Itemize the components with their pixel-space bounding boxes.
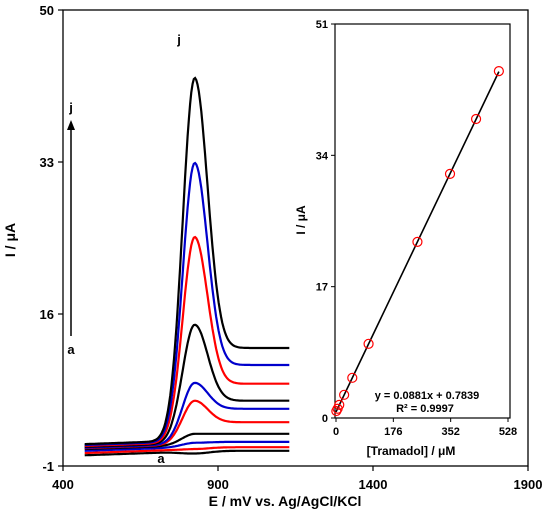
main-x-ticks: 400 900 1400 1900 — [52, 466, 542, 492]
calibration-point — [334, 399, 345, 410]
inset-y-ticks: 0 17 34 51 — [316, 19, 335, 425]
inset-y-tick-label: 0 — [322, 413, 328, 425]
calibration-fit-line — [335, 71, 500, 413]
main-y-tick-label: 50 — [40, 3, 54, 18]
calibration-point — [363, 338, 374, 349]
main-y-tick-label: 33 — [40, 155, 54, 170]
calibration-point — [444, 168, 456, 179]
main-x-tick-label: 1900 — [514, 477, 543, 492]
main-y-axis-title: I / μA — [2, 223, 18, 257]
inset-x-tick-label: 0 — [333, 426, 339, 438]
inset-x-axis-title: [Tramadol] / μM — [367, 444, 456, 458]
bottom-curve-label: a — [157, 451, 165, 466]
calibration-point — [347, 372, 358, 383]
calibration-point — [331, 405, 342, 417]
inset-x-ticks: 0 176 352 528 — [333, 418, 517, 438]
calibration-points — [331, 66, 504, 417]
voltammogram-curves — [84, 76, 290, 457]
calibration-point — [339, 389, 350, 400]
calibration-point — [412, 236, 423, 247]
main-x-tick-label: 900 — [207, 477, 229, 492]
voltammogram-curve-i — [84, 161, 290, 447]
series-order-arrow-head — [67, 120, 75, 130]
inset-x-tick-label: 528 — [499, 426, 517, 438]
main-x-tick-label: 1400 — [359, 477, 388, 492]
arrow-bottom-label: a — [67, 342, 75, 357]
voltammogram-curve-b — [84, 446, 290, 455]
main-y-tick-label: -1 — [42, 459, 54, 474]
voltammogram-curve-g — [84, 323, 290, 448]
voltammogram-curve-c — [84, 440, 290, 452]
main-y-tick-label: 16 — [40, 307, 54, 322]
main-x-tick-label: 400 — [52, 477, 74, 492]
calibration-point — [493, 66, 504, 77]
top-peak-label: j — [176, 32, 181, 47]
inset-y-tick-label: 51 — [316, 19, 328, 31]
voltammogram-curve-a — [84, 449, 290, 457]
inset-y-tick-label: 34 — [316, 150, 329, 162]
voltammogram-curve-f — [84, 381, 290, 449]
arrow-top-label: j — [68, 100, 73, 115]
inset-x-tick-label: 176 — [384, 426, 402, 438]
inset-x-tick-label: 352 — [441, 426, 459, 438]
fit-equation: y = 0.0881x + 0.7839 — [375, 390, 480, 402]
calibration-fit-line-segment — [335, 71, 500, 413]
fit-r-squared: R² = 0.9997 — [396, 403, 454, 415]
main-y-ticks: -1 16 33 50 — [40, 3, 63, 474]
main-plot-frame — [62, 9, 529, 467]
main-x-axis-title: E / mV vs. Ag/AgCl/KCl — [209, 493, 362, 509]
inset-y-tick-label: 17 — [316, 282, 328, 294]
inset-y-axis-title: I / μA — [294, 205, 308, 235]
calibration-point — [470, 113, 482, 125]
voltammogram-curve-j — [84, 76, 290, 446]
